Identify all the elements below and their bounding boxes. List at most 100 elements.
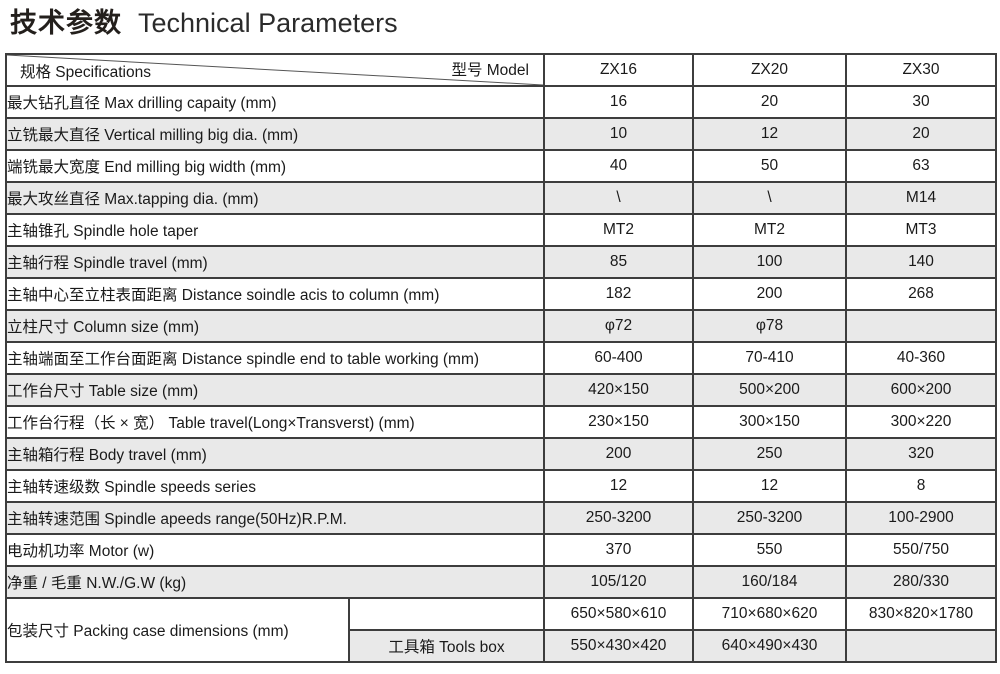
table-row: 主轴行程 Spindle travel (mm) 85 100 140 xyxy=(5,245,997,279)
spec-row-label: 工作台行程（长 × 宽） Table travel(Long×Transvers… xyxy=(5,405,545,439)
spec-row-label: 电动机功率 Motor (w) xyxy=(5,533,545,567)
spec-value: 16 xyxy=(543,85,694,119)
packing-label: 包装尺寸 Packing case dimensions (mm) xyxy=(5,597,350,663)
spec-row-label: 主轴行程 Spindle travel (mm) xyxy=(5,245,545,279)
spec-value: 140 xyxy=(845,245,997,279)
spec-value: 370 xyxy=(543,533,694,567)
spec-row-label: 最大钻孔直径 Max drilling capaity (mm) xyxy=(5,85,545,119)
table-row: 立柱尺寸 Column size (mm) φ72 φ78 xyxy=(5,309,997,343)
spec-value: 300×220 xyxy=(845,405,997,439)
spec-value: 300×150 xyxy=(692,405,847,439)
spec-value: 280/330 xyxy=(845,565,997,599)
spec-value: 20 xyxy=(692,85,847,119)
table-row: 工作台行程（长 × 宽） Table travel(Long×Transvers… xyxy=(5,405,997,439)
packing-row-toolbox: 工具箱 Tools box 550×430×420 640×490×430 xyxy=(6,629,997,663)
table-row: 净重 / 毛重 N.W./G.W (kg) 105/120 160/184 28… xyxy=(5,565,997,599)
spec-value: 550/750 xyxy=(845,533,997,567)
spec-row-label: 立铣最大直径 Vertical milling big dia. (mm) xyxy=(5,117,545,151)
spec-row-label: 主轴转速范围 Spindle apeeds range(50Hz)R.P.M. xyxy=(5,501,545,535)
packing-sub-empty-cell xyxy=(348,597,545,631)
spec-value: M14 xyxy=(845,181,997,215)
spec-row-label: 主轴中心至立柱表面距离 Distance soindle acis to col… xyxy=(5,277,545,311)
spec-value: 550×430×420 xyxy=(543,629,694,663)
spec-value: 12 xyxy=(692,117,847,151)
spec-value: 710×680×620 xyxy=(692,597,847,631)
spec-value: 268 xyxy=(845,277,997,311)
spec-value: \ xyxy=(543,181,694,215)
spec-value: 600×200 xyxy=(845,373,997,407)
spec-value: 60-400 xyxy=(543,341,694,375)
parameters-table: 规格 Specifications 型号 Model ZX16 ZX20 ZX3… xyxy=(5,53,997,663)
spec-value: 85 xyxy=(543,245,694,279)
spec-value: 100 xyxy=(692,245,847,279)
spec-value: 230×150 xyxy=(543,405,694,439)
spec-row-label: 端铣最大宽度 End milling big width (mm) xyxy=(5,149,545,183)
spec-value: 63 xyxy=(845,149,997,183)
spec-row-label: 立柱尺寸 Column size (mm) xyxy=(5,309,545,343)
spec-value: 250-3200 xyxy=(692,501,847,535)
spec-value: 420×150 xyxy=(543,373,694,407)
spec-row-label: 主轴端面至工作台面距离 Distance spindle end to tabl… xyxy=(5,341,545,375)
spec-value: 105/120 xyxy=(543,565,694,599)
spec-value: MT3 xyxy=(845,213,997,247)
model-header-label: 型号 Model xyxy=(451,62,529,80)
packing-row-machine: 包装尺寸 Packing case dimensions (mm) 650×58… xyxy=(5,597,997,663)
spec-value: 320 xyxy=(845,437,997,471)
spec-value: 20 xyxy=(845,117,997,151)
spec-value: MT2 xyxy=(692,213,847,247)
page-title: 技术参数 Technical Parameters xyxy=(10,6,1000,40)
model-col-zx16: ZX16 xyxy=(543,53,694,87)
spec-value: 40 xyxy=(543,149,694,183)
spec-model-diagonal-cell: 规格 Specifications 型号 Model xyxy=(5,53,545,87)
table-row: 电动机功率 Motor (w) 370 550 550/750 xyxy=(5,533,997,567)
spec-value: 640×490×430 xyxy=(692,629,847,663)
spec-value: 200 xyxy=(692,277,847,311)
spec-value xyxy=(845,309,997,343)
table-row: 主轴转速级数 Spindle speeds series 12 12 8 xyxy=(5,469,997,503)
spec-value: 12 xyxy=(692,469,847,503)
table-row: 主轴中心至立柱表面距离 Distance soindle acis to col… xyxy=(5,277,997,311)
spec-value: 40-360 xyxy=(845,341,997,375)
page-title-zh: 技术参数 xyxy=(10,8,122,38)
table-row: 最大钻孔直径 Max drilling capaity (mm) 16 20 3… xyxy=(5,85,997,119)
spec-value: 8 xyxy=(845,469,997,503)
table-row: 工作台尺寸 Table size (mm) 420×150 500×200 60… xyxy=(5,373,997,407)
spec-value: 650×580×610 xyxy=(543,597,694,631)
spec-value: \ xyxy=(692,181,847,215)
spec-header-label: 规格 Specifications xyxy=(20,63,151,81)
spec-row-label: 最大攻丝直径 Max.tapping dia. (mm) xyxy=(5,181,545,215)
spec-value: 160/184 xyxy=(692,565,847,599)
page-title-en: Technical Parameters xyxy=(138,8,398,38)
spec-value: 182 xyxy=(543,277,694,311)
spec-value: 830×820×1780 xyxy=(845,597,997,631)
model-col-zx30: ZX30 xyxy=(845,53,997,87)
spec-value: 550 xyxy=(692,533,847,567)
table-row: 主轴转速范围 Spindle apeeds range(50Hz)R.P.M. … xyxy=(5,501,997,535)
spec-value: 250-3200 xyxy=(543,501,694,535)
spec-value: 100-2900 xyxy=(845,501,997,535)
table-row: 最大攻丝直径 Max.tapping dia. (mm) \ \ M14 xyxy=(5,181,997,215)
spec-row-label: 主轴锥孔 Spindle hole taper xyxy=(5,213,545,247)
spec-value xyxy=(845,629,997,663)
model-col-zx20: ZX20 xyxy=(692,53,847,87)
spec-value: 30 xyxy=(845,85,997,119)
spec-value: 50 xyxy=(692,149,847,183)
table-row: 立铣最大直径 Vertical milling big dia. (mm) 10… xyxy=(5,117,997,151)
table-header-row: 规格 Specifications 型号 Model ZX16 ZX20 ZX3… xyxy=(5,53,997,87)
spec-value: MT2 xyxy=(543,213,694,247)
table-row: 主轴端面至工作台面距离 Distance spindle end to tabl… xyxy=(5,341,997,375)
spec-row-label: 主轴转速级数 Spindle speeds series xyxy=(5,469,545,503)
spec-value: 12 xyxy=(543,469,694,503)
spec-row-label: 主轴箱行程 Body travel (mm) xyxy=(5,437,545,471)
table-row: 主轴箱行程 Body travel (mm) 200 250 320 xyxy=(5,437,997,471)
spec-row-label: 净重 / 毛重 N.W./G.W (kg) xyxy=(5,565,545,599)
diagonal-line xyxy=(7,55,543,85)
spec-value: φ78 xyxy=(692,309,847,343)
toolbox-label: 工具箱 Tools box xyxy=(348,629,545,663)
spec-value: 200 xyxy=(543,437,694,471)
spec-value: 500×200 xyxy=(692,373,847,407)
table-row: 主轴锥孔 Spindle hole taper MT2 MT2 MT3 xyxy=(5,213,997,247)
spec-value: 70-410 xyxy=(692,341,847,375)
spec-value: 10 xyxy=(543,117,694,151)
